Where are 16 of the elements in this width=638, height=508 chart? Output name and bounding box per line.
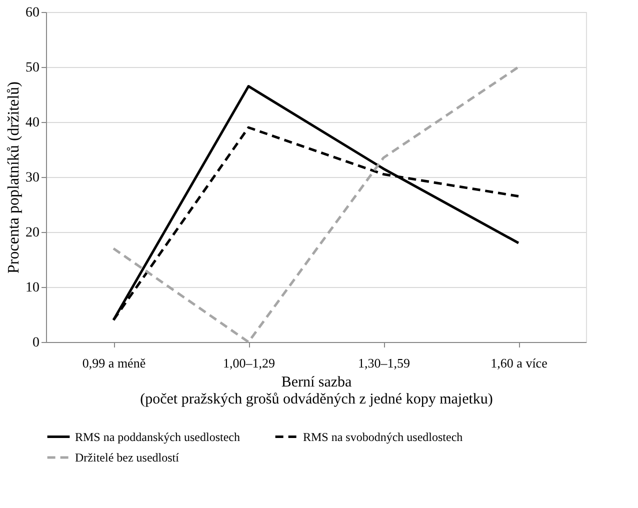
x-tick-label: 1,60 a více: [490, 356, 548, 370]
y-tick-label: 0: [32, 336, 40, 350]
legend-label: Držitelé bez usedlostí: [75, 450, 180, 464]
legend-label: RMS na poddanských usedlostech: [75, 430, 240, 444]
x-tick-label: 0,99 a méně: [82, 356, 146, 370]
y-tick-label: 40: [26, 116, 40, 130]
x-tick-label: 1,30–1,59: [358, 356, 410, 370]
y-tick-label: 20: [26, 226, 40, 240]
x-tick-label: 1,00–1,29: [223, 356, 275, 370]
legend-label: RMS na svobodných usedlostech: [303, 430, 463, 444]
y-axis-title: Procenta poplatníků (držitelů): [6, 82, 22, 274]
y-tick-label: 10: [26, 280, 40, 296]
x-axis-title: Berní sazba (počet pražských grošů odváděných z jedné kopy majetku): [140, 374, 493, 408]
y-tick-label: 50: [26, 60, 40, 76]
y-tick-label: 30: [26, 170, 40, 186]
y-tick-label: 60: [26, 6, 40, 20]
